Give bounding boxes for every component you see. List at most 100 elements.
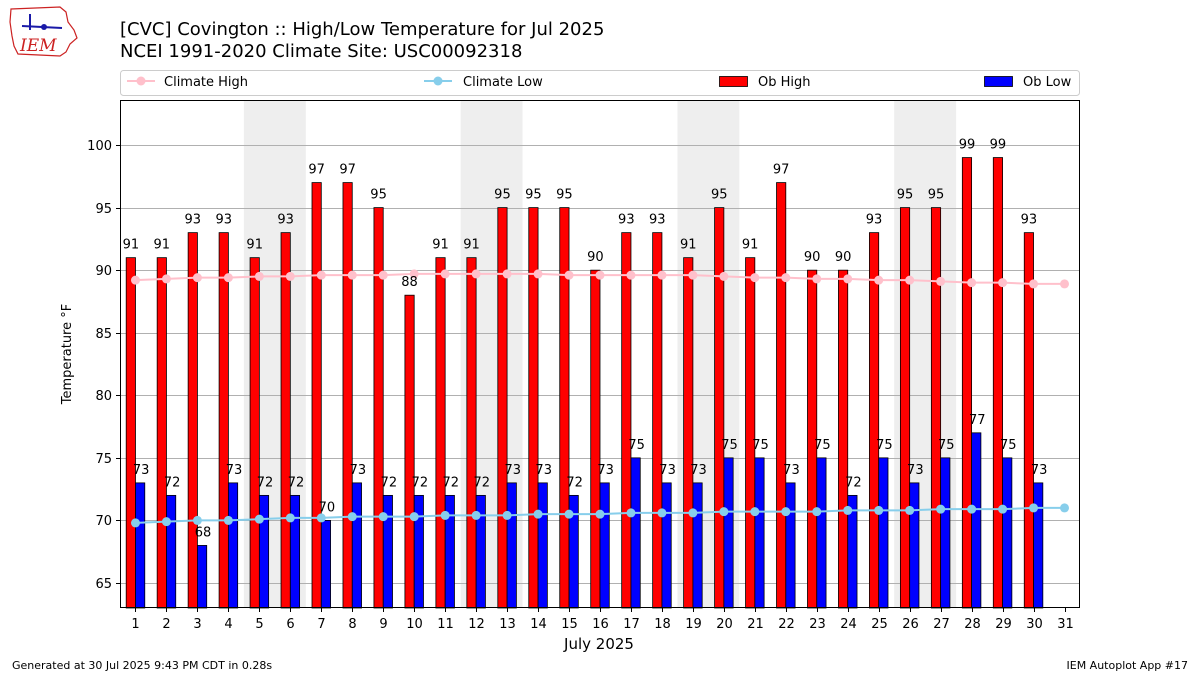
ob-high-bar-12 xyxy=(466,257,477,609)
x-tick-label-16: 16 xyxy=(592,617,609,632)
climate-high-point-11 xyxy=(440,269,450,279)
climate-low-point-11 xyxy=(440,510,450,520)
ob-high-bar-10 xyxy=(404,294,415,609)
ob-high-bar-8 xyxy=(342,182,353,609)
ob-low-bar-4 xyxy=(227,482,239,609)
climate-high-point-31 xyxy=(1060,279,1070,289)
climate-low-point-2 xyxy=(161,517,171,527)
ob-high-bar-19 xyxy=(683,257,694,609)
climate-low-point-29 xyxy=(998,504,1008,514)
climate-high-point-16 xyxy=(595,270,605,280)
ob-high-label-4: 93 xyxy=(215,213,232,228)
climate-high-point-1 xyxy=(130,275,140,285)
ob-high-bar-17 xyxy=(621,232,632,609)
y-tick-label-100: 100 xyxy=(87,139,112,154)
climate-high-point-15 xyxy=(564,270,574,280)
x-tick-label-31: 31 xyxy=(1057,617,1074,632)
x-tick-label-15: 15 xyxy=(561,617,578,632)
x-tick-label-5: 5 xyxy=(255,617,263,632)
ob-low-label-11: 72 xyxy=(443,475,460,490)
climate-high-point-7 xyxy=(316,270,326,280)
ob-high-bar-5 xyxy=(249,257,260,609)
climate-high-point-10 xyxy=(409,269,419,279)
x-tick-label-25: 25 xyxy=(871,617,888,632)
legend-climate-high-label: Climate High xyxy=(164,75,248,90)
climate-high-point-29 xyxy=(998,278,1008,288)
ob-high-label-28: 99 xyxy=(959,138,976,153)
climate-high-point-20 xyxy=(719,271,729,281)
ob-high-label-15: 95 xyxy=(556,188,573,203)
legend-climate-low: Climate Low xyxy=(424,75,543,90)
x-tick-label-17: 17 xyxy=(623,617,640,632)
y-tick-label-80: 80 xyxy=(95,389,112,404)
ob-high-label-20: 95 xyxy=(711,188,728,203)
climate-low-point-12 xyxy=(471,510,481,520)
ob-low-bar-7 xyxy=(320,520,331,609)
legend-ob-low-label: Ob Low xyxy=(1023,75,1072,90)
ob-high-bar-21 xyxy=(745,257,756,609)
ob-high-label-22: 97 xyxy=(773,163,790,178)
x-tick-label-21: 21 xyxy=(747,617,764,632)
ob-low-label-3: 68 xyxy=(195,525,212,540)
ob-high-label-1: 91 xyxy=(123,238,140,253)
climate-high-point-28 xyxy=(967,278,977,288)
climate-low-point-22 xyxy=(781,507,791,517)
ob-low-label-13: 73 xyxy=(504,463,521,478)
x-tick-label-12: 12 xyxy=(468,617,485,632)
climate-high-point-25 xyxy=(874,275,884,285)
y-tick-label-85: 85 xyxy=(95,327,112,342)
ob-high-label-18: 93 xyxy=(649,213,666,228)
ob-high-bar-25 xyxy=(869,232,880,609)
x-tick-label-13: 13 xyxy=(499,617,516,632)
ob-high-label-21: 91 xyxy=(742,238,759,253)
ob-high-bar-9 xyxy=(373,207,384,609)
x-tick-label-9: 9 xyxy=(379,617,387,632)
x-axis-label: July 2025 xyxy=(563,635,634,653)
climate-low-point-28 xyxy=(967,504,977,514)
ob-low-label-23: 75 xyxy=(814,438,831,453)
ob-high-bar-15 xyxy=(559,207,570,609)
climate-high-point-24 xyxy=(843,274,853,284)
climate-low-point-14 xyxy=(533,509,543,519)
climate-low-point-20 xyxy=(719,507,729,517)
ob-high-bar-22 xyxy=(776,182,787,609)
climate-lines xyxy=(130,269,1070,528)
ob-high-label-5: 91 xyxy=(246,238,263,253)
ob-high-bar-20 xyxy=(714,207,725,609)
ob-low-bar-10 xyxy=(413,494,424,609)
ob-high-label-24: 90 xyxy=(835,250,852,265)
ob-low-bar-19 xyxy=(692,482,703,609)
climate-high-point-22 xyxy=(781,273,791,283)
climate-low-point-18 xyxy=(657,508,667,518)
climate-low-point-5 xyxy=(254,514,264,524)
climate-low-point-10 xyxy=(409,512,419,522)
ob-low-bar-3 xyxy=(197,545,208,609)
ob-low-bar-8 xyxy=(351,482,362,609)
plot-frame xyxy=(120,100,1080,608)
climate-low-point-24 xyxy=(843,505,853,515)
climate-high-point-4 xyxy=(223,273,233,283)
ob-low-label-5: 72 xyxy=(257,475,274,490)
bar-labels: 91 91 93 93 91 93 97 97 95 88 91 91 95 95 95 90 93 93 91 95… xyxy=(123,138,1048,541)
ob-low-bar-25 xyxy=(878,457,889,609)
y-axis-label: Temperature °F xyxy=(60,304,75,405)
ob-low-label-19: 73 xyxy=(690,463,707,478)
ob-low-bar-13 xyxy=(506,482,517,609)
logo-text: IEM xyxy=(19,36,57,56)
ob-low-label-8: 73 xyxy=(350,463,367,478)
ob-high-label-9: 95 xyxy=(370,188,387,203)
climate-low-point-15 xyxy=(564,509,574,519)
ob-high-label-19: 91 xyxy=(680,238,697,253)
footer-generated: Generated at 30 Jul 2025 9:43 PM CDT in … xyxy=(12,659,272,672)
x-tick-label-27: 27 xyxy=(933,617,950,632)
ob-low-label-24: 72 xyxy=(845,475,862,490)
bars xyxy=(125,157,1044,609)
x-tick-label-8: 8 xyxy=(348,617,356,632)
x-tick-label-23: 23 xyxy=(809,617,826,632)
x-tick-label-22: 22 xyxy=(778,617,795,632)
climate-low-point-19 xyxy=(688,508,698,518)
ob-low-label-26: 73 xyxy=(907,463,924,478)
ob-high-label-7: 97 xyxy=(308,163,325,178)
y-tick-label-95: 95 xyxy=(95,202,112,217)
